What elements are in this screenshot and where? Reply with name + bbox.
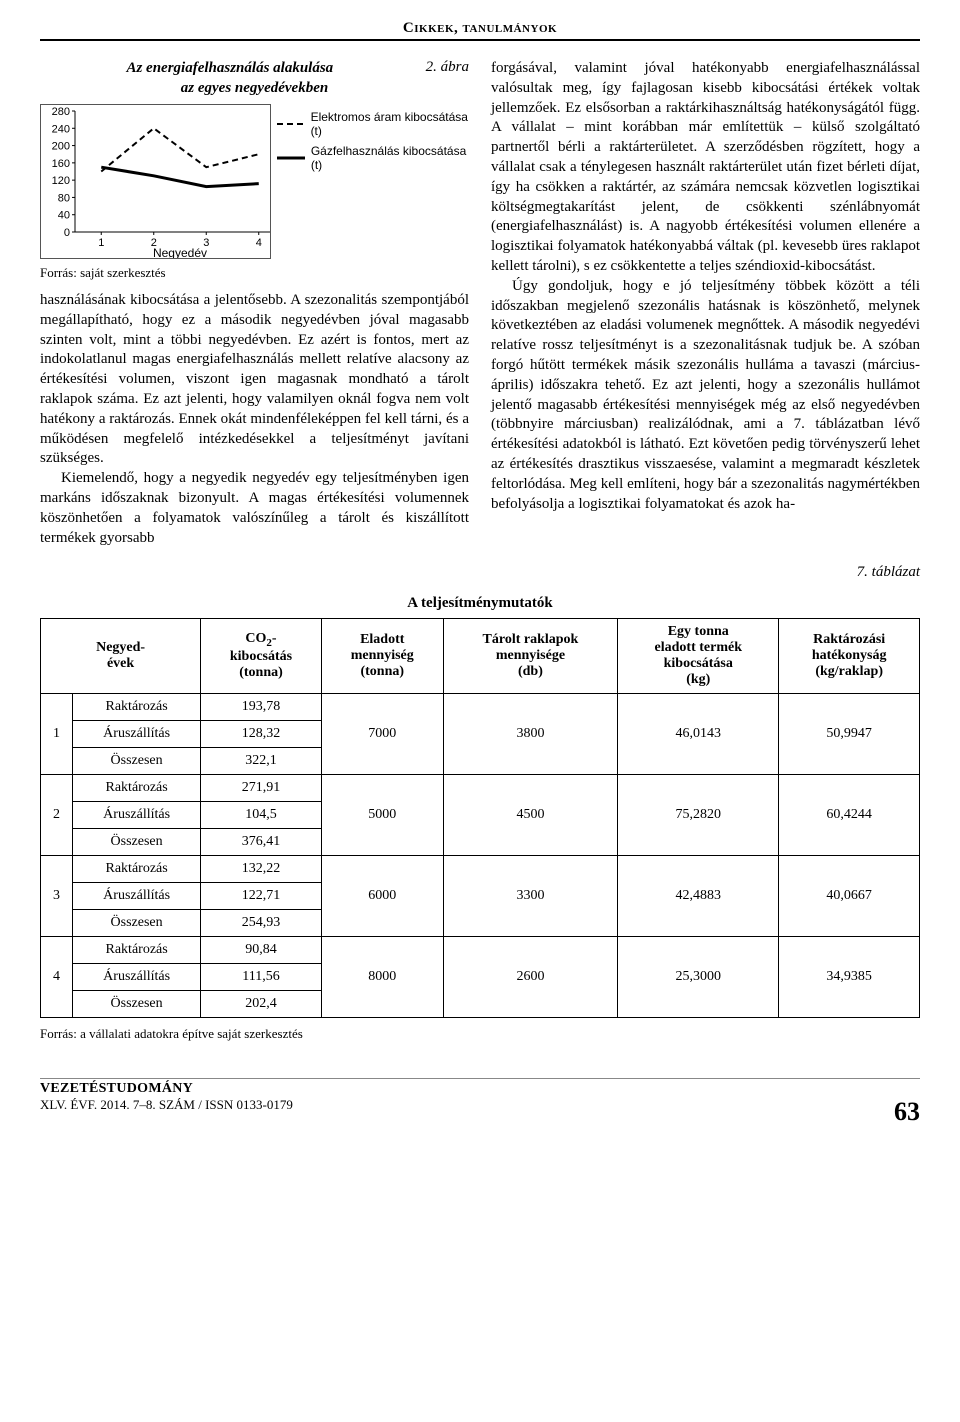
svg-text:120: 120 — [52, 175, 70, 187]
cell-co2: 254,93 — [201, 910, 322, 937]
footer-issue: XLV. ÉVF. 2014. 7–8. SZÁM / ISSN 0133-01… — [40, 1097, 293, 1127]
quarter-num: 1 — [41, 694, 73, 775]
cell-co2: 104,5 — [201, 802, 322, 829]
row-label: Raktározás — [73, 775, 201, 802]
col-pallets: Tárolt raklapokmennyisége(db) — [443, 619, 618, 694]
quarter-num: 2 — [41, 775, 73, 856]
figure-title: Az energiafelhasználás alakulása az egye… — [40, 59, 469, 98]
footer-page: 63 — [894, 1097, 920, 1127]
left-p1: Kiemelendő, hogy a negyedik negyedév egy… — [40, 469, 469, 548]
page-footer: VEZETÉSTUDOMÁNY XLV. ÉVF. 2014. 7–8. SZÁ… — [40, 1078, 920, 1127]
left-p0: használásának kibocsátása a jelentősebb.… — [40, 291, 469, 469]
cell-sold: 5000 — [321, 775, 443, 856]
cell-co2: 132,22 — [201, 856, 322, 883]
legend-key-dashed — [277, 119, 305, 129]
cell-sold: 7000 — [321, 694, 443, 775]
row-label: Összesen — [73, 829, 201, 856]
legend-item-0: Elektromos áram kibocsátása (t) — [277, 110, 469, 138]
cell-pallets: 3800 — [443, 694, 618, 775]
legend-item-1: Gázfelhasználás kibocsátása (t) — [277, 144, 469, 172]
cell-eff: 34,9385 — [779, 937, 920, 1018]
table-head: Negyed-évek CO2-kibocsátás(tonna) Eladot… — [41, 619, 920, 694]
col-sold: Eladottmennyiség(tonna) — [321, 619, 443, 694]
cell-co2: 271,91 — [201, 775, 322, 802]
footer-journal: VEZETÉSTUDOMÁNY — [40, 1081, 920, 1097]
figure-number: 2. ábra — [426, 59, 469, 76]
row-label: Összesen — [73, 910, 201, 937]
right-p0: forgásával, valamint jóval hatékonyabb e… — [491, 59, 920, 277]
cell-co2: 193,78 — [201, 694, 322, 721]
cell-co2: 90,84 — [201, 937, 322, 964]
cell-co2: 202,4 — [201, 991, 322, 1018]
cell-pallets: 4500 — [443, 775, 618, 856]
cell-pallets: 3300 — [443, 856, 618, 937]
row-label: Áruszállítás — [73, 883, 201, 910]
cell-perton: 46,0143 — [618, 694, 779, 775]
row-label: Raktározás — [73, 856, 201, 883]
col-quarter: Negyed-évek — [41, 619, 201, 694]
row-label: Áruszállítás — [73, 721, 201, 748]
col-eff: Raktározásihatékonyság(kg/raklap) — [779, 619, 920, 694]
legend-key-solid — [277, 153, 305, 163]
cell-perton: 42,4883 — [618, 856, 779, 937]
row-label: Raktározás — [73, 694, 201, 721]
cell-co2: 122,71 — [201, 883, 322, 910]
col-perton: Egy tonnaeladott termékkibocsátása(kg) — [618, 619, 779, 694]
svg-text:240: 240 — [52, 123, 70, 135]
cell-co2: 376,41 — [201, 829, 322, 856]
table-source: Forrás: a vállalati adatokra építve sajá… — [40, 1026, 920, 1042]
section-header: Cikkek, tanulmányok — [40, 20, 920, 41]
svg-text:0: 0 — [64, 227, 70, 239]
left-column: 2. ábra Az energiafelhasználás alakulása… — [40, 59, 469, 548]
cell-perton: 25,3000 — [618, 937, 779, 1018]
legend-label-1: Gázfelhasználás kibocsátása (t) — [311, 144, 469, 172]
cell-co2: 111,56 — [201, 964, 322, 991]
right-p1: Úgy gondoljuk, hogy e jó teljesítmény tö… — [491, 277, 920, 515]
legend-label-0: Elektromos áram kibocsátása (t) — [311, 110, 469, 138]
quarter-num: 3 — [41, 856, 73, 937]
figure-source: Forrás: saját szerkesztés — [40, 265, 469, 281]
svg-text:80: 80 — [58, 192, 70, 204]
cell-eff: 60,4244 — [779, 775, 920, 856]
figure-block: 2. ábra Az energiafelhasználás alakulása… — [40, 59, 469, 281]
cell-perton: 75,2820 — [618, 775, 779, 856]
row-label: Raktározás — [73, 937, 201, 964]
svg-text:280: 280 — [52, 106, 70, 118]
col-co2: CO2-kibocsátás(tonna) — [201, 619, 322, 694]
svg-text:160: 160 — [52, 158, 70, 170]
svg-text:40: 40 — [58, 210, 70, 222]
svg-text:4: 4 — [256, 237, 262, 249]
svg-text:200: 200 — [52, 141, 70, 153]
table-number: 7. táblázat — [40, 564, 920, 581]
performance-table: Negyed-évek CO2-kibocsátás(tonna) Eladot… — [40, 618, 920, 1018]
line-chart: 040801201602002402801234Negyedév — [40, 104, 271, 259]
cell-sold: 8000 — [321, 937, 443, 1018]
row-label: Összesen — [73, 748, 201, 775]
row-label: Összesen — [73, 991, 201, 1018]
content-columns: 2. ábra Az energiafelhasználás alakulása… — [40, 59, 920, 548]
cell-eff: 40,0667 — [779, 856, 920, 937]
chart-wrap: 040801201602002402801234Negyedév Elektro… — [40, 104, 469, 259]
table-title: A teljesítménymutatók — [40, 595, 920, 612]
cell-co2: 128,32 — [201, 721, 322, 748]
cell-sold: 6000 — [321, 856, 443, 937]
right-column: forgásával, valamint jóval hatékonyabb e… — [491, 59, 920, 548]
svg-text:1: 1 — [98, 237, 104, 249]
section-title: Cikkek, tanulmányok — [40, 20, 920, 37]
svg-text:Negyedév: Negyedév — [153, 246, 207, 259]
row-label: Áruszállítás — [73, 964, 201, 991]
quarter-num: 4 — [41, 937, 73, 1018]
header-rule — [40, 39, 920, 41]
row-label: Áruszállítás — [73, 802, 201, 829]
table-body: 1 Raktározás 193,78 7000 3800 46,0143 50… — [41, 694, 920, 1018]
cell-co2: 322,1 — [201, 748, 322, 775]
chart-legend: Elektromos áram kibocsátása (t) Gázfelha… — [277, 104, 469, 178]
cell-eff: 50,9947 — [779, 694, 920, 775]
cell-pallets: 2600 — [443, 937, 618, 1018]
